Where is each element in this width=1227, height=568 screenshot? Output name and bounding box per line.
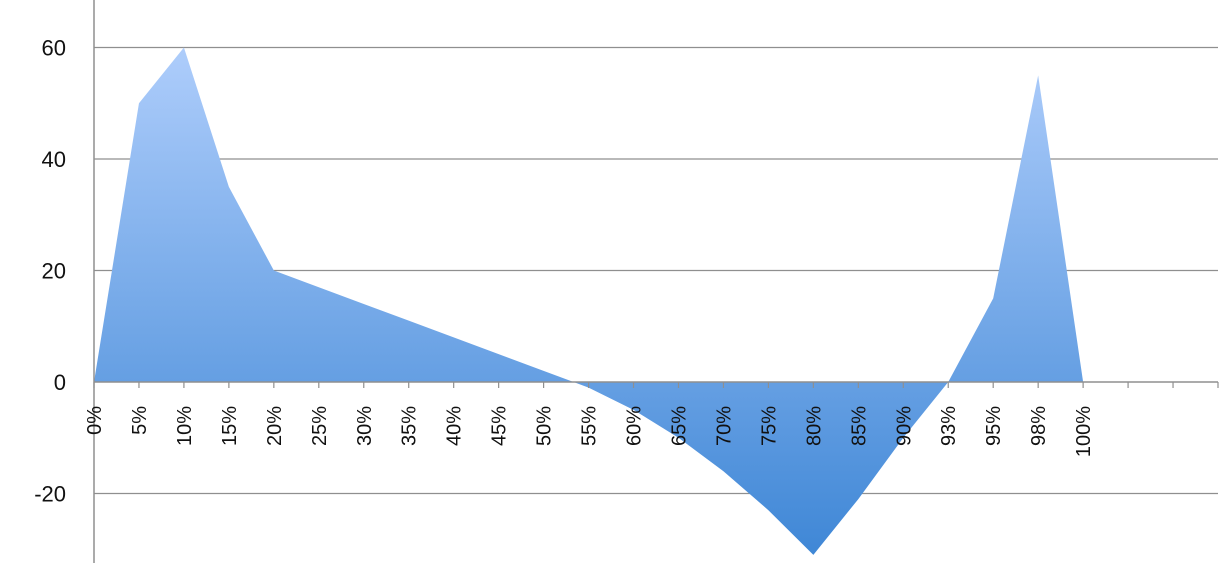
- x-tick-label: 98%: [1028, 406, 1050, 446]
- x-tick-label: 93%: [938, 406, 960, 446]
- y-tick-label: 60: [42, 36, 66, 61]
- x-tick-label: 25%: [309, 406, 331, 446]
- x-tick-label: 10%: [174, 406, 196, 446]
- x-tick-label: 55%: [579, 406, 601, 446]
- x-tick-label: 100%: [1073, 406, 1095, 457]
- x-tick-label: 15%: [219, 406, 241, 446]
- x-tick-label: 90%: [893, 406, 915, 446]
- axis-layer: [93, 0, 1219, 563]
- x-tick-label: 80%: [803, 406, 825, 446]
- x-tick-label: 70%: [713, 406, 735, 446]
- x-tick-label: 75%: [758, 406, 780, 446]
- y-tick-label: 20: [42, 259, 66, 284]
- series-area: [94, 47, 1084, 555]
- x-tick-label: 20%: [264, 406, 286, 446]
- y-tick-label: 40: [42, 147, 66, 172]
- x-tick-label: 45%: [489, 406, 511, 446]
- y-tick-label: 0: [54, 370, 66, 395]
- x-tick-label: 30%: [354, 406, 376, 446]
- x-tick-label: 0%: [84, 406, 106, 435]
- x-tick-label: 35%: [399, 406, 421, 446]
- x-tick-label: 95%: [983, 406, 1005, 446]
- x-tick-label: 85%: [848, 406, 870, 446]
- x-tick-label: 5%: [129, 406, 151, 435]
- x-tick-label: 40%: [444, 406, 466, 446]
- x-tick-labels: 0% 5% 10% 15% 20% 25% 30% 35% 40% 45% 50% 55% 60% 65%…: [84, 406, 1095, 457]
- x-tick-label: 50%: [534, 406, 556, 446]
- y-tick-label: -20: [34, 482, 66, 507]
- y-tick-labels: 60 40 20 0 -20: [34, 36, 66, 507]
- x-tick-label: 60%: [624, 406, 646, 446]
- x-tick-label: 65%: [668, 406, 690, 446]
